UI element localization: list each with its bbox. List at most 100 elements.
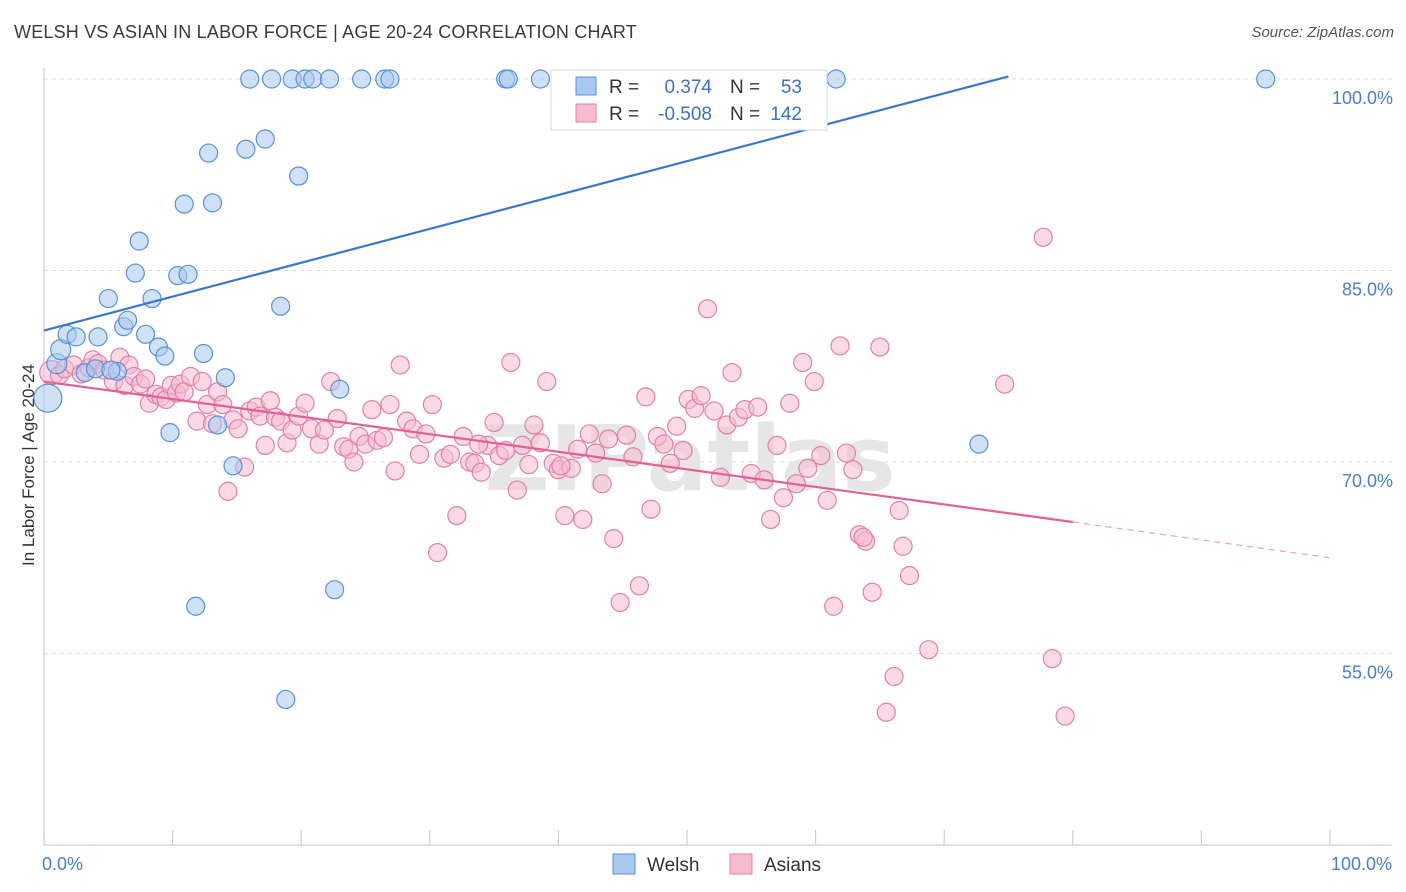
point-welsh: [101, 360, 121, 380]
point-asians: [654, 434, 674, 454]
point-asians: [836, 443, 857, 463]
point-asians: [427, 543, 448, 563]
stats-legend: R = 0.374 N = 53 R = -0.508 N = 142: [550, 69, 828, 131]
point-welsh: [215, 368, 235, 388]
point-asians: [255, 435, 275, 456]
y-tick-label: 85.0%: [1342, 280, 1393, 300]
series-asians: [39, 227, 1075, 726]
point-welsh: [262, 69, 282, 89]
legend-r-label: R =: [609, 104, 639, 125]
point-asians: [1042, 649, 1062, 669]
point-asians: [862, 582, 882, 602]
trend-lines: [43, 75, 1331, 559]
legend-label-asians: Asians: [764, 855, 821, 876]
point-asians: [616, 425, 637, 445]
legend-swatch-asians: [729, 853, 753, 875]
point-asians: [884, 666, 904, 687]
point-welsh: [155, 346, 175, 366]
point-asians: [893, 536, 913, 556]
point-welsh: [199, 143, 219, 163]
point-asians: [422, 394, 442, 415]
point-asians: [919, 640, 939, 660]
point-welsh: [202, 193, 223, 213]
point-welsh: [193, 343, 214, 364]
point-asians: [798, 458, 818, 478]
x-tick-label: 0.0%: [42, 854, 83, 874]
legend-swatch: [575, 103, 597, 123]
point-asians: [604, 528, 624, 549]
point-asians: [440, 444, 460, 464]
point-asians: [524, 415, 544, 435]
point-asians: [704, 401, 724, 421]
point-welsh: [174, 194, 194, 214]
point-asians: [555, 506, 575, 526]
point-asians: [573, 509, 593, 530]
legend-swatch-welsh: [612, 853, 636, 875]
legend-n-label: N =: [730, 77, 760, 98]
point-asians: [667, 416, 687, 436]
point-welsh: [129, 231, 149, 251]
point-asians: [218, 481, 238, 501]
trend-welsh: [43, 75, 1009, 332]
point-asians: [592, 474, 612, 494]
point-welsh: [236, 139, 256, 159]
point-asians: [314, 420, 334, 440]
point-asians: [870, 337, 890, 357]
point-welsh: [117, 310, 138, 330]
point-asians: [697, 299, 718, 319]
point-asians: [484, 412, 504, 433]
y-tick-label: 70.0%: [1342, 471, 1393, 491]
point-welsh: [319, 69, 340, 89]
series-legend: Welsh Asians: [612, 853, 821, 876]
point-welsh: [1256, 69, 1276, 89]
point-asians: [629, 576, 650, 596]
point-asians: [899, 566, 920, 586]
legend-r-label: R =: [609, 77, 639, 98]
point-asians: [551, 456, 571, 476]
point-welsh: [330, 379, 350, 399]
point-welsh: [289, 166, 309, 186]
point-asians: [817, 490, 837, 510]
point-asians: [691, 386, 711, 406]
point-welsh: [530, 69, 550, 89]
point-asians: [362, 400, 382, 420]
point-asians: [344, 452, 364, 472]
point-asians: [824, 596, 844, 616]
point-asians: [507, 480, 527, 500]
point-welsh: [969, 434, 989, 454]
point-welsh: [178, 264, 198, 284]
point-asians: [586, 443, 606, 463]
legend-n-value: 142: [770, 104, 802, 125]
point-welsh: [142, 288, 162, 309]
point-asians: [843, 460, 863, 480]
trend-ext-asians: [1072, 521, 1331, 559]
point-welsh: [186, 596, 206, 616]
point-asians: [327, 408, 347, 429]
legend-label-welsh: Welsh: [647, 855, 699, 876]
legend-r-value: -0.508: [658, 104, 712, 125]
point-asians: [748, 397, 768, 417]
point-asians: [780, 393, 800, 413]
point-asians: [373, 428, 394, 448]
point-welsh: [276, 689, 296, 710]
legend-swatch: [575, 76, 597, 96]
point-welsh: [208, 415, 228, 435]
point-welsh: [325, 580, 345, 600]
point-asians: [409, 444, 430, 464]
point-asians: [641, 499, 661, 519]
point-welsh: [88, 327, 108, 347]
point-welsh: [160, 423, 180, 443]
point-asians: [135, 369, 156, 389]
legend-r-value: 0.374: [664, 77, 712, 98]
point-asians: [804, 371, 824, 392]
point-asians: [537, 371, 557, 392]
point-welsh: [223, 456, 243, 476]
point-asians: [295, 393, 315, 413]
axes: 55.0% 70.0% 85.0% 100.0% 0.0% 100.0%: [42, 68, 1393, 874]
point-asians: [876, 702, 896, 722]
point-asians: [501, 352, 521, 373]
point-welsh: [352, 69, 372, 89]
grid-lines: [44, 78, 1392, 654]
point-welsh: [66, 327, 86, 347]
point-welsh: [255, 129, 275, 149]
